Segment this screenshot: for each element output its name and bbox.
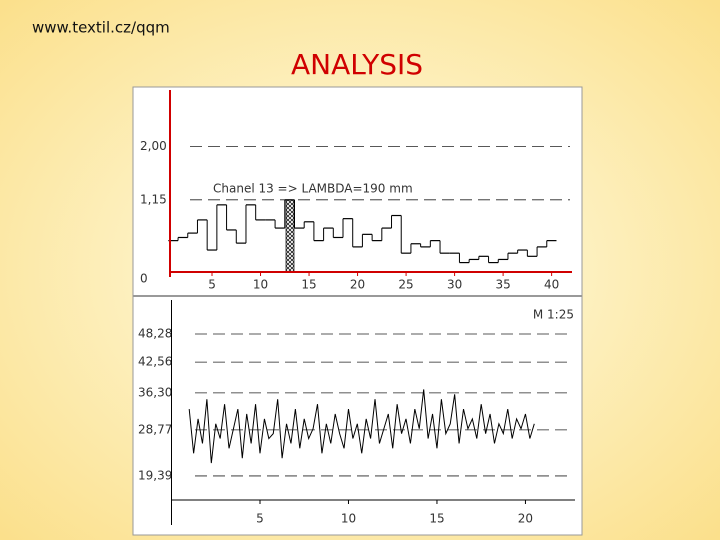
annotation: Chanel 13 => LAMBDA=190 mm bbox=[213, 182, 413, 196]
x-tick-label: 35 bbox=[495, 278, 510, 292]
y-tick-label: 19,39 bbox=[138, 468, 172, 482]
x-tick-label: 10 bbox=[253, 278, 268, 292]
y-tick-label: 36,30 bbox=[138, 385, 172, 399]
annotation: M 1:25 bbox=[533, 308, 574, 322]
panel bbox=[132, 86, 583, 536]
y-tick-label: 0 bbox=[140, 272, 148, 286]
url: www.textil.cz/qqm bbox=[32, 19, 170, 37]
x-tick-label: 15 bbox=[301, 278, 316, 292]
y-tick-label: 48,28 bbox=[138, 326, 172, 340]
x-tick-label: 5 bbox=[208, 278, 216, 292]
x-tick-label: 5 bbox=[256, 512, 264, 526]
x-tick-label: 20 bbox=[350, 278, 365, 292]
y-tick-label: 2,00 bbox=[140, 139, 167, 153]
x-tick-label: 25 bbox=[398, 278, 413, 292]
title: ANALYSIS bbox=[291, 48, 423, 81]
x-tick-label: 15 bbox=[429, 512, 444, 526]
y-tick-label: 42,56 bbox=[138, 355, 172, 369]
x-tick-label: 20 bbox=[518, 512, 533, 526]
x-tick-label: 10 bbox=[341, 512, 356, 526]
y-tick-label: 28,77 bbox=[138, 422, 172, 436]
y-tick-label: 1,15 bbox=[140, 192, 167, 206]
x-tick-label: 40 bbox=[544, 278, 559, 292]
signal bbox=[188, 389, 535, 464]
x-tick-label: 30 bbox=[447, 278, 462, 292]
highlight-bar bbox=[285, 199, 295, 273]
